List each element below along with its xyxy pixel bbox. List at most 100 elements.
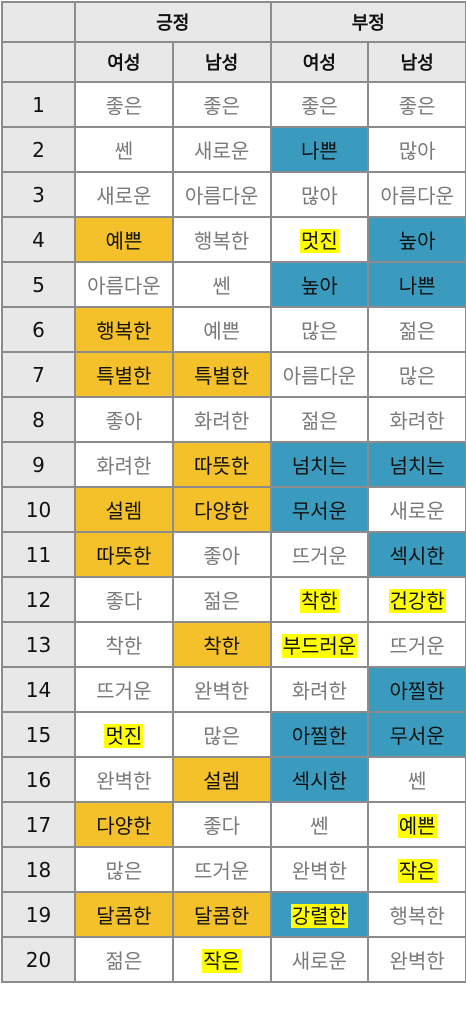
positive-male-cell: 많은 [173, 712, 271, 757]
rank-cell: 12 [2, 577, 75, 622]
negative-male-cell: 화려한 [368, 397, 466, 442]
negative-female-cell: 젊은 [271, 397, 369, 442]
negative-female-cell: 아름다운 [271, 352, 369, 397]
rank-cell: 6 [2, 307, 75, 352]
negative-female-cell: 높아 [271, 262, 369, 307]
negative-male-cell: 새로운 [368, 487, 466, 532]
positive-female-cell: 달콤한 [75, 892, 173, 937]
positive-female-cell: 쎈 [75, 127, 173, 172]
rank-cell: 5 [2, 262, 75, 307]
rank-cell: 13 [2, 622, 75, 667]
negative-male-cell: 넘치는 [368, 442, 466, 487]
positive-male-cell: 좋은 [173, 82, 271, 127]
negative-male-cell: 젊은 [368, 307, 466, 352]
rank-cell: 9 [2, 442, 75, 487]
positive-female-cell: 다양한 [75, 802, 173, 847]
positive-female-cell: 설렘 [75, 487, 173, 532]
negative-female-header: 여성 [271, 42, 369, 82]
highlighted-word: 부드러운 [282, 634, 358, 658]
highlighted-word: 건강한 [389, 589, 446, 613]
positive-female-cell: 아름다운 [75, 262, 173, 307]
positive-female-cell: 행복한 [75, 307, 173, 352]
corner-cell [2, 2, 75, 42]
positive-female-cell: 예쁜 [75, 217, 173, 262]
highlighted-word: 착한 [300, 589, 339, 613]
negative-female-cell: 착한 [271, 577, 369, 622]
negative-male-cell: 뜨거운 [368, 622, 466, 667]
negative-female-cell: 나쁜 [271, 127, 369, 172]
rank-cell: 1 [2, 82, 75, 127]
negative-female-cell: 무서운 [271, 487, 369, 532]
positive-male-cell: 달콤한 [173, 892, 271, 937]
negative-female-cell: 완벽한 [271, 847, 369, 892]
rank-cell: 20 [2, 937, 75, 982]
positive-female-cell: 새로운 [75, 172, 173, 217]
rank-cell: 18 [2, 847, 75, 892]
negative-female-cell: 아찔한 [271, 712, 369, 757]
negative-female-cell: 멋진 [271, 217, 369, 262]
negative-female-cell: 많은 [271, 307, 369, 352]
rank-cell: 2 [2, 127, 75, 172]
positive-male-cell: 행복한 [173, 217, 271, 262]
positive-female-cell: 많은 [75, 847, 173, 892]
negative-female-cell: 새로운 [271, 937, 369, 982]
negative-male-cell: 작은 [368, 847, 466, 892]
positive-male-header: 남성 [173, 42, 271, 82]
positive-male-cell: 뜨거운 [173, 847, 271, 892]
negative-male-cell: 건강한 [368, 577, 466, 622]
positive-male-cell: 특별한 [173, 352, 271, 397]
positive-male-cell: 작은 [173, 937, 271, 982]
highlighted-word: 멋진 [300, 229, 339, 253]
positive-male-cell: 쎈 [173, 262, 271, 307]
negative-female-cell: 많아 [271, 172, 369, 217]
negative-female-cell: 뜨거운 [271, 532, 369, 577]
highlighted-word: 예쁜 [398, 814, 437, 838]
positive-female-cell: 멋진 [75, 712, 173, 757]
negative-male-cell: 좋은 [368, 82, 466, 127]
positive-male-cell: 좋다 [173, 802, 271, 847]
highlighted-word: 강렬한 [291, 904, 348, 928]
highlighted-word: 작은 [398, 859, 437, 883]
positive-female-header: 여성 [75, 42, 173, 82]
positive-male-cell: 완벽한 [173, 667, 271, 712]
positive-male-cell: 다양한 [173, 487, 271, 532]
negative-female-cell: 섹시한 [271, 757, 369, 802]
header-row-gender: 여성 남성 여성 남성 [2, 42, 466, 82]
positive-female-cell: 젊은 [75, 937, 173, 982]
negative-male-cell: 높아 [368, 217, 466, 262]
corner-cell [2, 42, 75, 82]
rank-cell: 15 [2, 712, 75, 757]
negative-male-cell: 행복한 [368, 892, 466, 937]
positive-female-cell: 착한 [75, 622, 173, 667]
positive-male-cell: 착한 [173, 622, 271, 667]
positive-male-cell: 화려한 [173, 397, 271, 442]
rank-cell: 4 [2, 217, 75, 262]
negative-male-cell: 아름다운 [368, 172, 466, 217]
negative-female-cell: 쎈 [271, 802, 369, 847]
rank-cell: 11 [2, 532, 75, 577]
rank-cell: 3 [2, 172, 75, 217]
highlighted-word: 멋진 [104, 724, 143, 748]
positive-male-cell: 예쁜 [173, 307, 271, 352]
rank-cell: 8 [2, 397, 75, 442]
rank-cell: 19 [2, 892, 75, 937]
negative-male-cell: 완벽한 [368, 937, 466, 982]
positive-male-cell: 설렘 [173, 757, 271, 802]
negative-female-cell: 화려한 [271, 667, 369, 712]
rank-cell: 17 [2, 802, 75, 847]
